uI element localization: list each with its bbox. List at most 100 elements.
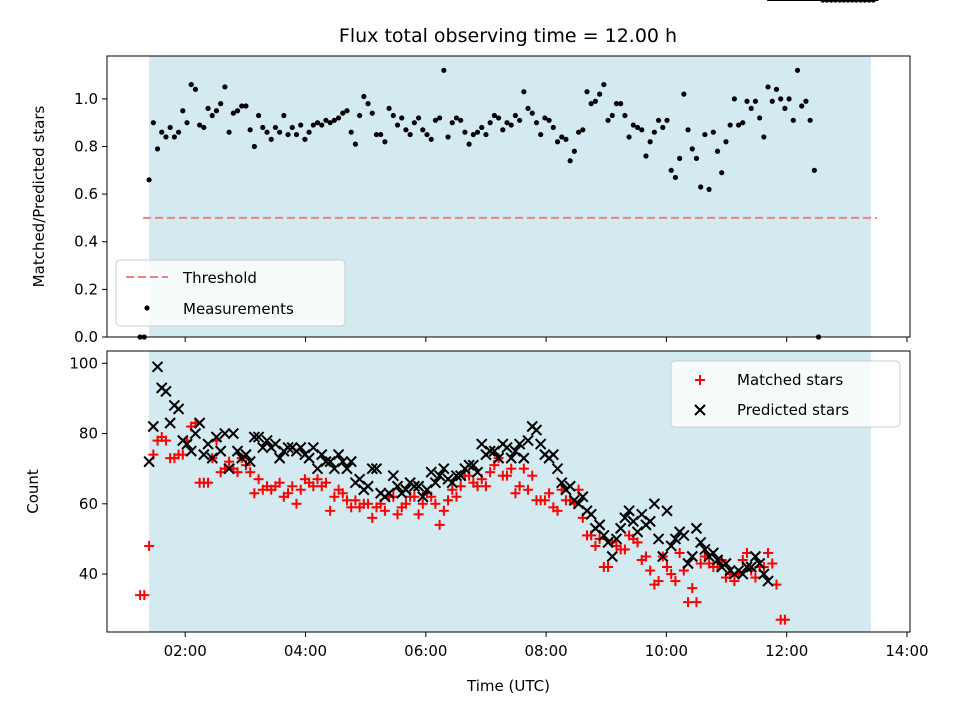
measurement-point: [260, 124, 266, 131]
predicted-star-point: [261, 434, 273, 447]
predicted-star-point: [686, 550, 698, 563]
y-tick-label: 0.2: [74, 280, 98, 298]
predicted-star-point: [193, 417, 206, 429]
matched-star-point: [514, 481, 525, 492]
measurement-point: [500, 127, 506, 133]
predicted-star-point: [454, 469, 467, 482]
matched-star-point: [590, 540, 601, 551]
measurement-point: [382, 139, 388, 145]
matched-star-point: [691, 597, 702, 608]
measurement-point: [609, 112, 615, 119]
measurement-point: [302, 136, 308, 142]
matched-star-point: [779, 614, 790, 625]
measurement-point: [731, 96, 737, 102]
measurement-point: [727, 122, 733, 128]
measurement-point: [639, 127, 645, 133]
measurement-point: [403, 127, 409, 133]
matched-star-point: [232, 467, 243, 478]
predicted-star-point: [665, 540, 677, 552]
matched-star-point: [346, 502, 357, 513]
predicted-star-point: [143, 455, 155, 468]
measurement-point: [693, 155, 700, 161]
predicted-star-points: [143, 0, 879, 587]
measurement-point: [698, 184, 704, 190]
measurement-point: [521, 89, 527, 95]
matched-star-point: [177, 449, 188, 460]
predicted-star-point: [223, 462, 235, 475]
measurement-point: [289, 124, 295, 131]
predicted-star-point: [699, 543, 711, 556]
measurement-point: [592, 98, 599, 104]
predicted-star-point: [707, 547, 720, 559]
matched-star-point: [451, 491, 462, 502]
measurement-point: [618, 101, 624, 107]
measurement-point: [243, 103, 249, 109]
predicted-star-point: [189, 427, 202, 440]
measurement-point: [386, 105, 392, 111]
matched-star-point: [741, 547, 752, 558]
matched-star-point: [438, 505, 449, 516]
matched-star-point: [337, 488, 348, 499]
y-tick-label: 0.8: [74, 137, 98, 155]
measurement-point: [361, 93, 367, 100]
measurement-point: [550, 124, 556, 131]
measurement-point: [150, 120, 156, 126]
measurement-point: [251, 143, 257, 150]
measurement-point: [719, 170, 725, 176]
measurement-point: [512, 112, 519, 119]
matched-star-point: [506, 463, 517, 474]
measurement-point: [626, 134, 632, 140]
measurement-point: [752, 98, 759, 104]
predicted-star-point: [690, 522, 703, 535]
predicted-star-point: [547, 448, 560, 461]
ratio-x-ticks: [184, 337, 908, 342]
measurement-point: [264, 129, 270, 135]
measurement-point: [567, 158, 573, 164]
predicted-star-point: [602, 536, 614, 549]
matched-star-point: [430, 498, 441, 509]
matched-star-point: [443, 495, 454, 506]
measurement-point: [310, 122, 316, 128]
measurement-point: [508, 122, 514, 128]
measurement-point: [201, 124, 207, 131]
matched-star-point: [325, 505, 336, 516]
measurement-point: [580, 127, 586, 133]
measurement-point: [154, 146, 161, 152]
measurement-point: [222, 84, 228, 90]
matched-star-point: [203, 477, 214, 488]
measurement-point: [298, 122, 304, 128]
predicted-star-point: [337, 455, 349, 468]
predicted-star-point: [214, 445, 227, 457]
matched-star-point: [249, 488, 260, 499]
count-y-axis: 40 60 80 100: [69, 354, 107, 583]
predicted-star-point: [185, 445, 197, 457]
matched-star-point: [527, 470, 538, 481]
predicted-star-point: [644, 515, 656, 528]
measurement-point: [723, 139, 729, 145]
measurement-point: [664, 117, 670, 123]
matched-star-point: [253, 474, 264, 485]
matched-star-point: [729, 576, 740, 587]
matched-star-point: [480, 481, 491, 492]
measurement-point: [146, 177, 152, 183]
measurement-point: [765, 84, 771, 90]
measurement-point: [319, 122, 325, 128]
measurement-point: [790, 117, 796, 123]
measurement-point: [209, 112, 215, 119]
matched-star-point: [434, 519, 445, 530]
matched-star-points: [135, 0, 879, 625]
predicted-star-point: [181, 438, 193, 450]
predicted-star-point: [210, 431, 223, 443]
predicted-star-point: [172, 403, 185, 415]
ratio-panel-frame: [106, 55, 911, 338]
measurement-point: [348, 129, 354, 135]
measurement-point: [415, 115, 422, 121]
predicted-star-point: [556, 477, 568, 489]
matched-star-point: [341, 495, 352, 506]
measurement-point: [748, 105, 754, 111]
matched-star-point: [619, 544, 630, 555]
legend-matched-label: Matched stars: [737, 371, 843, 389]
matched-star-point: [274, 477, 285, 488]
predicted-star-point: [598, 529, 610, 542]
predicted-star-point: [160, 385, 172, 398]
